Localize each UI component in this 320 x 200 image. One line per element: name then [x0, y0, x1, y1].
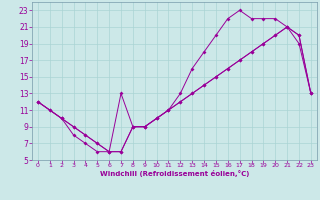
- X-axis label: Windchill (Refroidissement éolien,°C): Windchill (Refroidissement éolien,°C): [100, 170, 249, 177]
